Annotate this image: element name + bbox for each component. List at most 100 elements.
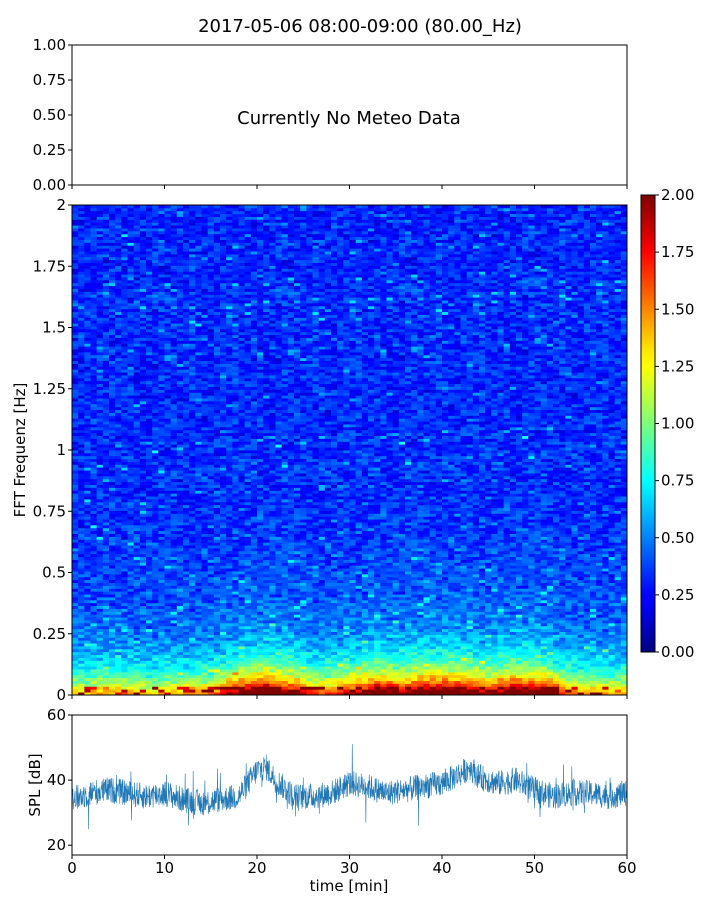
spectrogram-cell	[72, 297, 79, 301]
spectrogram-cell	[195, 230, 202, 235]
spectrogram-cell	[244, 369, 252, 373]
spectrogram-cell	[152, 406, 159, 411]
spectrogram-cell	[96, 542, 104, 546]
spectrogram-cell	[84, 375, 91, 379]
spectrogram-cell	[164, 640, 172, 644]
spectrogram-cell	[170, 340, 178, 344]
spectrogram-cell	[84, 689, 91, 693]
spectrogram-cell	[213, 389, 221, 393]
spectrogram-cell	[164, 245, 172, 249]
spectrogram-cell	[201, 297, 209, 301]
spectrogram-cell	[90, 654, 98, 658]
spectrogram-cell	[78, 268, 85, 272]
spectrogram-cell	[238, 553, 246, 558]
spectrogram-cell	[127, 305, 135, 310]
spectrogram-cell	[183, 415, 190, 419]
spectrogram-cell	[176, 473, 184, 477]
spectrogram-cell	[158, 216, 165, 220]
spectrogram-cell	[127, 323, 135, 327]
spectrogram-cell	[152, 571, 159, 575]
spectrogram-cell	[72, 594, 79, 598]
spectrogram-cell	[127, 360, 135, 364]
spectrogram-cell	[244, 481, 252, 485]
spectrogram-cell	[127, 484, 135, 488]
spectrogram-cell	[139, 256, 147, 261]
spectrogram-cell	[133, 510, 141, 514]
spectrogram-cell	[201, 398, 209, 402]
spectrogram-cell	[183, 441, 190, 445]
spectrogram-cell	[238, 680, 246, 684]
spectrogram-cell	[121, 487, 128, 491]
spectrogram-cell	[78, 481, 85, 485]
spectrogram-cell	[102, 692, 110, 696]
spectrogram-cell	[244, 282, 252, 287]
spectrogram-cell	[96, 519, 104, 523]
spectrogram-cell	[201, 605, 209, 609]
spectrogram-cell	[189, 369, 196, 373]
spectrogram-cell	[158, 389, 165, 393]
spectrogram-cell	[127, 588, 135, 592]
spectrogram-cell	[195, 620, 202, 624]
spectrogram-cell	[102, 530, 110, 534]
spectrogram-cell	[213, 207, 221, 212]
spectrogram-cell	[115, 236, 122, 240]
spectrogram-cell	[139, 268, 147, 272]
spectrogram-cell	[195, 683, 202, 687]
spectrogram-cell	[133, 245, 141, 249]
spectrogram-cell	[121, 510, 128, 514]
spectrogram-cell	[195, 357, 202, 362]
spectrogram-cell	[220, 510, 227, 514]
spectrogram-cell	[189, 398, 196, 402]
spectrogram-cell	[96, 660, 104, 664]
spectrogram-cell	[189, 236, 196, 240]
spectrogram-cell	[84, 398, 91, 402]
spectrogram-cell	[72, 346, 79, 350]
spectrogram-cell	[146, 254, 153, 258]
spectrogram-cell	[244, 504, 252, 509]
spectrogram-cell	[152, 620, 159, 624]
spectrogram-cell	[121, 464, 128, 468]
spectrogram-cell	[133, 222, 141, 226]
spectrogram-cell	[164, 320, 172, 324]
spectrogram-cell	[183, 360, 190, 364]
spectrogram-cell	[121, 522, 128, 526]
spectrogram-cell	[244, 450, 252, 454]
spectrogram-cell	[189, 205, 196, 209]
spectrogram-cell	[250, 579, 258, 583]
spectrogram-cell	[84, 251, 91, 255]
spectrogram-cell	[96, 205, 104, 209]
spectrogram-cell	[139, 559, 147, 563]
spectrogram-cell	[146, 628, 153, 632]
spectrogram-cell	[127, 490, 135, 494]
spectrogram-cell	[213, 625, 221, 630]
spectrogram-cell	[164, 207, 172, 212]
spectrogram-cell	[176, 536, 184, 540]
spectrogram-cell	[139, 481, 147, 485]
spectrogram-cell	[201, 331, 209, 336]
spectrogram-cell	[232, 611, 239, 615]
spectrogram-cell	[96, 605, 104, 609]
spectrogram-cell	[152, 254, 159, 258]
spectrogram-cell	[102, 308, 110, 313]
spectrogram-cell	[133, 251, 141, 255]
spectrogram-cell	[133, 375, 141, 379]
spectrogram-cell	[78, 550, 85, 555]
spectrogram-cell	[189, 617, 196, 621]
spectrogram-cell	[96, 620, 104, 624]
spectrogram-cell	[115, 386, 122, 390]
spectrogram-cell	[183, 377, 190, 382]
spectrogram-cell	[170, 248, 178, 252]
spectrogram-cell	[183, 239, 190, 243]
spectrogram-cell	[90, 539, 98, 543]
spectrogram-cell	[183, 539, 190, 543]
spectrogram-cell	[232, 285, 239, 289]
spectrogram-cell	[127, 331, 135, 336]
spectrogram-cell	[170, 478, 178, 483]
spectrogram-cell	[226, 576, 233, 581]
spectrogram-cell	[158, 377, 165, 382]
spectrogram-cell	[213, 556, 221, 560]
spectrogram-cell	[176, 421, 184, 425]
spectrogram-cell	[207, 640, 215, 644]
spectrogram-cell	[232, 213, 239, 217]
spectrogram-cell	[152, 375, 159, 379]
